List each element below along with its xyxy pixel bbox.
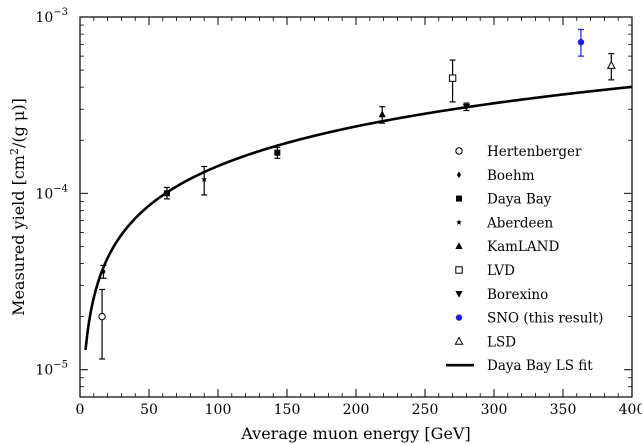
y-tick-label: 10−5 bbox=[35, 360, 68, 379]
plot-frame bbox=[79, 16, 633, 398]
x-tick-label: 400 bbox=[619, 402, 642, 418]
series-kamland bbox=[378, 106, 386, 124]
legend-label-daya-bay: Daya Bay bbox=[487, 192, 552, 208]
legend-marker-borexino bbox=[455, 291, 463, 298]
y-tick-label: 10−3 bbox=[35, 7, 68, 26]
legend-marker-lvd bbox=[455, 266, 463, 274]
legend-label-lsd: LSD bbox=[487, 334, 516, 350]
legend-label-kamland: KamLAND bbox=[487, 239, 559, 255]
data-point bbox=[378, 110, 386, 118]
series-daya-bay bbox=[163, 146, 281, 200]
legend-marker-kamland bbox=[455, 242, 463, 249]
series-lsd bbox=[606, 53, 616, 81]
legend-label-lvd: LVD bbox=[487, 263, 515, 279]
legend: Hertenberger Boehm Daya Bay Aberdeen KamLAND… bbox=[446, 144, 603, 374]
legend-label-hertenberger: Hertenberger bbox=[487, 144, 582, 160]
series-lvd bbox=[448, 59, 457, 103]
legend-label-fit: Daya Bay LS fit bbox=[487, 358, 593, 374]
legend-marker-aberdeen bbox=[455, 219, 463, 225]
x-tick-label: 50 bbox=[140, 402, 158, 418]
legend-marker-lsd bbox=[454, 336, 464, 345]
fit-curve bbox=[84, 85, 632, 351]
data-point bbox=[274, 149, 281, 156]
legend-marker-hertenberger bbox=[455, 147, 463, 155]
x-tick-label: 350 bbox=[550, 402, 577, 418]
series-aberdeen bbox=[201, 165, 208, 196]
x-tick-label: 100 bbox=[205, 402, 232, 418]
legend-label-sno-this-result: SNO (this result) bbox=[487, 311, 603, 327]
data-point bbox=[101, 268, 106, 275]
series-boehm bbox=[100, 264, 107, 279]
legend-marker-boehm bbox=[457, 171, 461, 179]
x-tick-label: 250 bbox=[412, 402, 439, 418]
y-axis-title: Measured yield [cm2/(g μ)] bbox=[8, 98, 28, 316]
x-tick-label: 300 bbox=[481, 402, 508, 418]
legend-marker-sno-this-result bbox=[455, 314, 463, 321]
x-tick-label: 0 bbox=[76, 402, 85, 418]
data-point bbox=[448, 74, 457, 82]
data-point bbox=[462, 103, 470, 111]
x-tick-label: 200 bbox=[343, 402, 370, 418]
series-borexino bbox=[462, 102, 470, 112]
data-point bbox=[98, 312, 106, 321]
data-point bbox=[201, 176, 208, 182]
y-tick-label: 10−4 bbox=[35, 183, 68, 202]
legend-marker-daya-bay bbox=[456, 195, 462, 202]
x-axis-title: Average muon energy [GeV] bbox=[240, 424, 470, 443]
series-hertenberger bbox=[98, 288, 106, 360]
series-sno-this-result bbox=[577, 28, 585, 57]
data-point bbox=[606, 60, 616, 69]
legend-label-borexino: Borexino bbox=[487, 287, 548, 303]
legend-label-aberdeen: Aberdeen bbox=[486, 215, 553, 231]
data-point bbox=[577, 38, 585, 46]
legend-label-boehm: Boehm bbox=[487, 168, 535, 184]
x-tick-label: 150 bbox=[274, 402, 301, 418]
data-point bbox=[163, 190, 170, 197]
